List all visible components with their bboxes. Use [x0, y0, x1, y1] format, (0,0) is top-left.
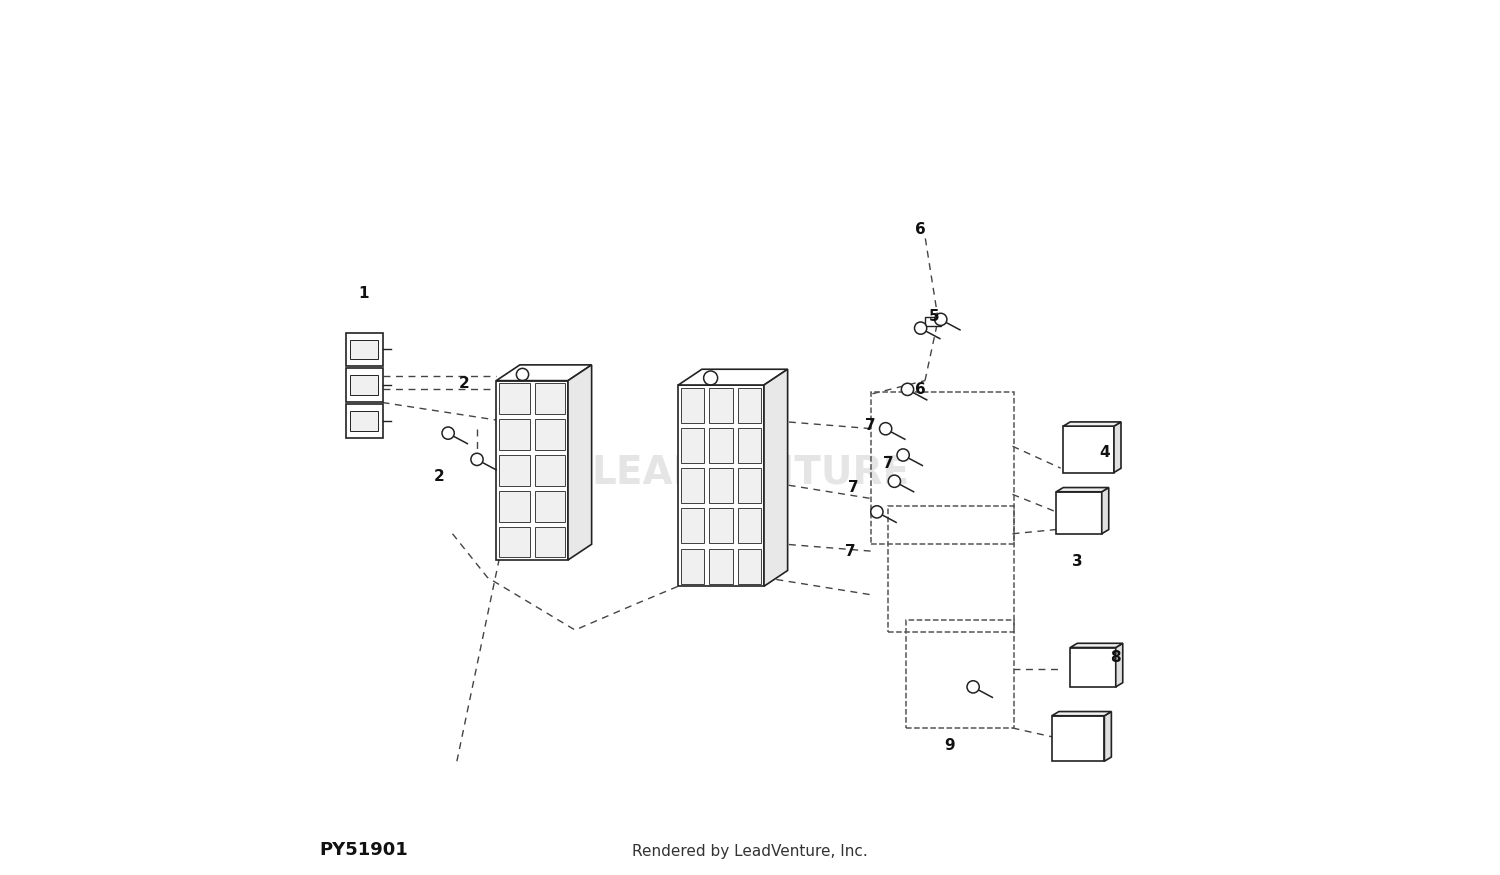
Polygon shape — [764, 369, 788, 586]
Text: 3: 3 — [1072, 554, 1083, 570]
Text: Rendered by LeadVenture, Inc.: Rendered by LeadVenture, Inc. — [632, 844, 868, 859]
Bar — [1071, 648, 1116, 687]
Bar — [346, 368, 382, 402]
Bar — [738, 468, 762, 503]
Bar — [738, 549, 762, 584]
Text: LEADVENTURE: LEADVENTURE — [591, 453, 909, 492]
Bar — [500, 455, 530, 486]
Circle shape — [870, 506, 883, 518]
Text: 7: 7 — [884, 456, 894, 472]
Bar — [534, 527, 566, 557]
Bar — [1052, 716, 1104, 761]
Polygon shape — [1064, 422, 1120, 426]
Bar — [500, 419, 530, 450]
Bar — [738, 508, 762, 543]
Bar — [681, 549, 703, 584]
Bar — [534, 491, 566, 522]
Text: 5: 5 — [928, 309, 939, 325]
Text: 4: 4 — [1100, 444, 1110, 460]
Bar — [926, 317, 940, 326]
Text: 8: 8 — [1110, 650, 1120, 666]
Bar — [681, 388, 703, 423]
Polygon shape — [568, 365, 591, 560]
Polygon shape — [496, 365, 591, 381]
Text: 6: 6 — [915, 221, 926, 237]
Bar — [534, 455, 566, 486]
Bar — [681, 508, 703, 543]
Bar — [350, 340, 378, 359]
Bar — [350, 411, 378, 430]
Bar — [500, 527, 530, 557]
Bar — [681, 428, 703, 463]
Text: 6: 6 — [915, 382, 926, 397]
Bar — [500, 491, 530, 522]
Text: 2: 2 — [433, 469, 445, 485]
Bar — [1056, 492, 1101, 534]
Bar — [346, 332, 382, 366]
Text: PY51901: PY51901 — [320, 841, 408, 859]
Bar — [710, 468, 734, 503]
Circle shape — [879, 423, 891, 435]
Text: 9: 9 — [944, 738, 956, 753]
Circle shape — [902, 383, 914, 396]
Text: 7: 7 — [865, 417, 876, 433]
Bar — [1064, 426, 1114, 473]
Circle shape — [442, 427, 454, 439]
Bar — [534, 419, 566, 450]
Polygon shape — [1056, 487, 1108, 492]
Bar — [710, 549, 734, 584]
Text: 1: 1 — [358, 285, 369, 301]
Text: 2: 2 — [459, 375, 470, 391]
Polygon shape — [1101, 487, 1108, 534]
Polygon shape — [1116, 643, 1122, 687]
Text: 7: 7 — [846, 543, 856, 559]
Polygon shape — [1052, 711, 1112, 716]
Bar — [738, 428, 762, 463]
Circle shape — [968, 681, 980, 693]
Bar — [710, 428, 734, 463]
Circle shape — [897, 449, 909, 461]
Polygon shape — [1114, 422, 1120, 473]
Bar — [346, 404, 382, 438]
Circle shape — [934, 313, 946, 326]
Polygon shape — [1071, 643, 1122, 648]
Bar — [350, 375, 378, 395]
Polygon shape — [678, 385, 764, 586]
Bar — [534, 383, 566, 414]
Circle shape — [471, 453, 483, 466]
Polygon shape — [1104, 711, 1112, 761]
Circle shape — [888, 475, 900, 487]
Text: 7: 7 — [847, 480, 858, 495]
Polygon shape — [678, 369, 788, 385]
Bar — [500, 383, 530, 414]
Circle shape — [915, 322, 927, 334]
Bar — [710, 508, 734, 543]
Bar — [710, 388, 734, 423]
Polygon shape — [496, 381, 568, 560]
Bar — [738, 388, 762, 423]
Bar — [681, 468, 703, 503]
